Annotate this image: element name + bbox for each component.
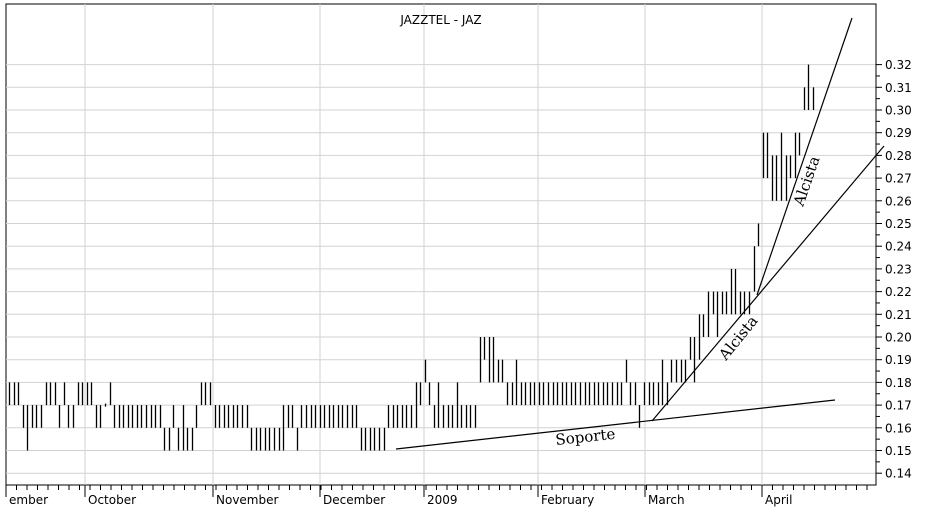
alcista-trendline-lower xyxy=(651,145,885,422)
y-tick-label: 0.15 xyxy=(885,444,912,458)
y-tick-label: 0.27 xyxy=(885,172,912,186)
x-tick-label: October xyxy=(88,493,136,507)
y-tick-label: 0.16 xyxy=(885,421,912,435)
chart-title: JAZZTEL - JAZ xyxy=(399,13,481,27)
chart-grid xyxy=(6,4,876,485)
y-tick-label: 0.29 xyxy=(885,126,912,140)
y-tick-label: 0.31 xyxy=(885,81,912,95)
x-tick-label: ember xyxy=(9,493,48,507)
x-tick-label: April xyxy=(765,493,792,507)
y-tick-label: 0.19 xyxy=(885,353,912,367)
y-tick-label: 0.28 xyxy=(885,149,912,163)
alcista-trendline-upper xyxy=(756,17,853,296)
y-tick-label: 0.17 xyxy=(885,399,912,413)
x-axis: ember October November December 2009 February… xyxy=(5,485,868,507)
y-tick-label: 0.25 xyxy=(885,217,912,231)
y-tick-label: 0.21 xyxy=(885,308,912,322)
y-axis: 0.14 0.15 0.16 0.17 0.18 0.19 0.20 0.21 0.22 0.23… xyxy=(875,4,912,485)
x-tick-label: 2009 xyxy=(427,493,458,507)
y-tick-label: 0.26 xyxy=(885,194,912,208)
x-tick-label: November xyxy=(216,493,278,507)
y-tick-label: 0.30 xyxy=(885,104,912,118)
y-tick-label: 0.18 xyxy=(885,376,912,390)
y-tick-label: 0.22 xyxy=(885,285,912,299)
y-tick-label: 0.32 xyxy=(885,58,912,72)
x-tick-label: December xyxy=(323,493,385,507)
soporte-trendline xyxy=(395,399,836,450)
price-bars xyxy=(8,64,815,451)
y-tick-label: 0.23 xyxy=(885,262,912,276)
y-tick-label: 0.20 xyxy=(885,331,912,345)
y-tick-label: 0.24 xyxy=(885,240,912,254)
y-tick-label: 0.14 xyxy=(885,467,912,481)
trendlines xyxy=(395,17,885,450)
x-tick-label: February xyxy=(541,493,594,507)
x-tick-label: March xyxy=(648,493,685,507)
